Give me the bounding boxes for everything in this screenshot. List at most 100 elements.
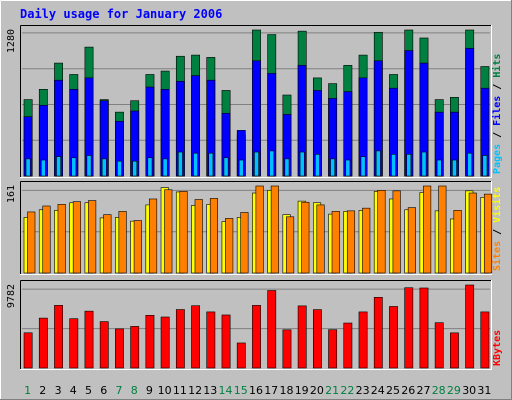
bar-sites — [72, 201, 81, 274]
bar-kbytes — [206, 311, 216, 369]
bar-sites — [103, 214, 112, 274]
bar-kbytes — [389, 306, 398, 369]
bar-pages — [482, 155, 488, 177]
bar-kbytes — [297, 305, 307, 369]
x-tick-label: 14 — [219, 384, 233, 397]
bar-kbytes — [450, 332, 459, 369]
x-tick-label: 26 — [401, 384, 415, 397]
bar-pages — [132, 160, 138, 177]
x-tick-label: 4 — [70, 384, 77, 397]
panel-kbytes: 9782 KBytes — [6, 280, 503, 370]
bar-pages — [421, 151, 427, 177]
bar-kbytes — [99, 321, 109, 369]
x-tick-label: 31 — [477, 384, 491, 397]
bar-sites — [331, 211, 340, 274]
bar-pages — [193, 152, 199, 177]
bar-kbytes — [236, 342, 246, 369]
y-max-label-kbytes: 9782 — [6, 284, 17, 308]
bar-pages — [314, 154, 320, 177]
x-tick-label: 9 — [146, 384, 153, 397]
x-tick-label: 17 — [264, 384, 278, 397]
bar-kbytes — [480, 311, 490, 369]
bar-pages — [238, 159, 244, 177]
bar-sites — [377, 190, 386, 274]
bar-sites — [88, 200, 97, 274]
panel-hits: 1280 Pages / Files / Hits — [6, 25, 503, 178]
x-tick-label: 21 — [325, 384, 339, 397]
x-tick-label: 3 — [55, 384, 62, 397]
x-tick-label: 24 — [371, 384, 385, 397]
legend-entry: Sites — [491, 241, 503, 271]
legend-entry: / — [492, 78, 503, 96]
bar-sites — [255, 185, 264, 274]
x-tick-label: 8 — [131, 384, 138, 397]
legend-entry: Visits — [491, 187, 503, 223]
bar-kbytes — [404, 287, 414, 369]
bar-sites — [286, 216, 295, 274]
bar-sites — [118, 211, 127, 274]
legend-hits: Pages / Files / Hits — [491, 54, 503, 174]
bar-sites — [133, 220, 142, 274]
bar-pages — [117, 160, 122, 177]
legend-visits: Sites / Visits — [491, 187, 503, 271]
bar-sites — [483, 193, 493, 274]
bar-pages — [360, 156, 366, 177]
bar-kbytes — [343, 322, 353, 369]
bar-sites — [240, 212, 249, 274]
x-tick-label: 7 — [116, 384, 123, 397]
bar-kbytes — [252, 305, 261, 369]
bar-pages — [391, 154, 396, 177]
bar-sites — [362, 207, 371, 274]
bar-sites — [225, 218, 234, 274]
y-max-label-hits: 1280 — [6, 29, 17, 53]
legend-entry: / — [492, 223, 503, 241]
bar-sites — [149, 198, 158, 274]
legend-entry: Hits — [491, 54, 503, 78]
bar-pages — [208, 152, 214, 177]
bar-kbytes — [130, 326, 140, 369]
bar-pages — [467, 152, 473, 177]
chart-title: Daily usage for January 2006 — [20, 7, 222, 21]
x-tick-label: 16 — [249, 384, 263, 397]
bar-sites — [438, 185, 447, 274]
bar-sites — [468, 192, 477, 274]
bar-kbytes — [465, 284, 475, 369]
bar-sites — [179, 191, 188, 274]
panel-visits: 161 Sites / Visits — [6, 181, 503, 275]
legend-kbytes: KBytes — [492, 330, 503, 366]
bar-pages — [436, 159, 442, 177]
bar-pages — [56, 156, 61, 177]
bar-kbytes — [145, 315, 155, 369]
bar-kbytes — [419, 287, 429, 369]
x-tick-label: 6 — [100, 384, 107, 397]
x-tick-label: 15 — [234, 384, 248, 397]
bar-pages — [452, 159, 457, 177]
bar-pages — [223, 157, 229, 177]
bar-pages — [269, 150, 275, 177]
bar-sites — [27, 211, 36, 274]
chart-panels: 1280 Pages / Files / Hits 161 Sites / Visit… — [6, 25, 503, 370]
bar-sites — [57, 204, 66, 274]
bar-sites — [209, 198, 219, 274]
bar-kbytes — [328, 329, 338, 369]
bar-kbytes — [434, 322, 444, 369]
bar-sites — [392, 190, 401, 274]
x-tick-label: 11 — [173, 384, 187, 397]
bar-pages — [101, 158, 107, 177]
legend-entry: Pages — [492, 144, 503, 174]
bar-kbytes — [175, 309, 185, 369]
bar-sites — [453, 210, 462, 274]
bar-pages — [147, 157, 153, 177]
bar-sites — [164, 189, 173, 274]
x-tick-label: 19 — [295, 384, 309, 397]
y-max-label-visits: 161 — [6, 185, 17, 203]
bar-pages — [177, 151, 183, 177]
x-tick-label: 30 — [462, 384, 476, 397]
bar-kbytes — [54, 305, 63, 369]
x-axis: 1 2 3 4 5 6 7 8 9 10 11 12 13 14 15 16 17 18 19 20 21 22 23 24 2… — [24, 384, 491, 397]
x-tick-label: 25 — [386, 384, 400, 397]
bar-pages — [25, 158, 31, 177]
bar-pages — [284, 158, 290, 177]
x-tick-label: 1 — [24, 384, 31, 397]
